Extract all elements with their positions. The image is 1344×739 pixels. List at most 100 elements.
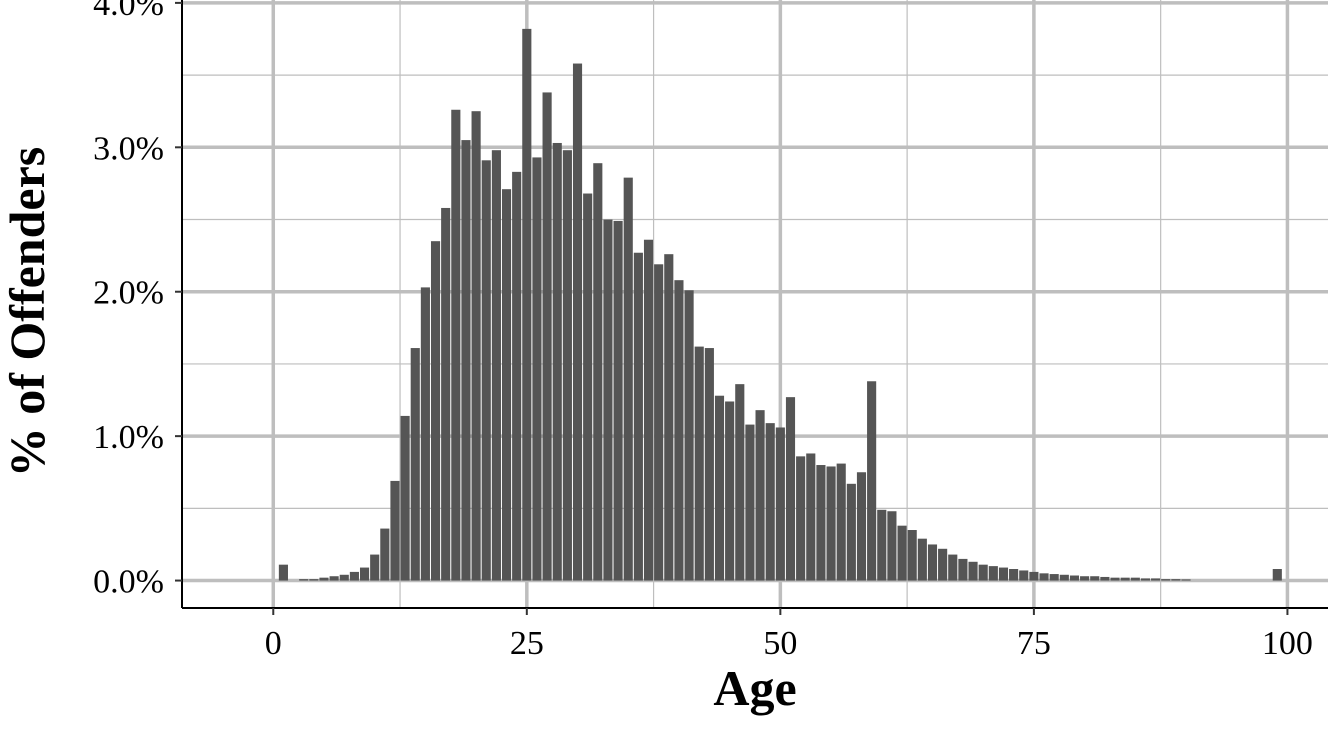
bar — [785, 397, 796, 581]
bar — [593, 163, 603, 581]
bar — [522, 28, 532, 581]
bar — [1181, 579, 1191, 581]
bar — [430, 241, 441, 581]
bar — [420, 287, 430, 581]
y-axis-title: % of Offenders — [0, 147, 55, 478]
bar — [694, 346, 704, 581]
x-tick-label: 0 — [265, 625, 282, 662]
bar — [856, 472, 867, 581]
bar — [846, 483, 856, 581]
bar — [1090, 576, 1100, 581]
bar — [380, 528, 390, 581]
x-tick-label: 25 — [510, 625, 544, 662]
bar — [806, 453, 816, 581]
minor-gridlines — [182, 0, 1328, 608]
bar — [765, 423, 775, 581]
bar — [329, 576, 339, 581]
bar — [1161, 579, 1171, 581]
bar — [796, 456, 806, 581]
bar — [603, 219, 613, 581]
bar — [704, 348, 714, 581]
bar — [877, 509, 887, 581]
bar — [674, 280, 684, 581]
x-tick-label: 50 — [763, 625, 797, 662]
bar — [1130, 577, 1140, 581]
y-tick-label: 3.0% — [93, 130, 164, 167]
bar — [1059, 574, 1069, 581]
bar — [319, 577, 329, 581]
y-tick-label: 1.0% — [93, 419, 164, 456]
bar — [400, 415, 410, 581]
bar — [583, 193, 593, 581]
bar — [897, 525, 907, 581]
bar — [501, 189, 512, 581]
bar — [1039, 573, 1049, 581]
bar — [461, 140, 471, 581]
y-tick-label: 0.0% — [93, 564, 164, 601]
axes — [181, 0, 1328, 609]
bar — [1140, 578, 1151, 581]
x-tick-label: 75 — [1017, 625, 1051, 662]
bar — [552, 142, 562, 581]
bar — [826, 466, 836, 581]
bar — [725, 401, 735, 581]
bar — [1009, 569, 1019, 581]
bar — [745, 424, 755, 581]
bar — [998, 567, 1009, 581]
bar — [938, 548, 948, 581]
bar — [988, 566, 998, 581]
bar — [907, 530, 917, 581]
bar — [299, 579, 309, 581]
bar — [1029, 571, 1039, 581]
bar — [958, 558, 968, 581]
bar — [917, 538, 927, 581]
bar — [1151, 578, 1161, 581]
x-tick-label: 100 — [1262, 625, 1313, 662]
bar — [481, 160, 491, 581]
bar — [562, 150, 572, 581]
bar — [441, 207, 451, 581]
bar — [471, 111, 481, 581]
bar — [359, 567, 370, 581]
bar — [451, 109, 461, 581]
bar — [927, 544, 938, 581]
bar — [410, 348, 420, 581]
bar — [1069, 575, 1080, 581]
bar — [1080, 576, 1090, 581]
bar — [684, 290, 694, 581]
bar — [278, 564, 288, 581]
bar — [664, 254, 674, 581]
bar — [390, 480, 400, 581]
bar — [1049, 574, 1059, 581]
bar — [370, 554, 380, 581]
bar — [1272, 569, 1282, 581]
x-axis-ticks: 0 25 50 75 100 — [265, 608, 1313, 662]
bar — [836, 463, 846, 581]
bar — [339, 574, 349, 581]
bar — [968, 561, 978, 581]
bar — [491, 150, 501, 581]
bar — [532, 157, 542, 581]
bar — [572, 63, 583, 581]
bar — [755, 410, 765, 581]
bar — [714, 395, 725, 581]
bar — [887, 511, 897, 581]
bar — [643, 239, 654, 581]
bar — [1110, 577, 1120, 581]
bar — [1019, 570, 1029, 581]
y-tick-label: 4.0% — [93, 0, 164, 23]
bar — [542, 92, 552, 581]
y-tick-label: 2.0% — [93, 275, 164, 312]
bar — [816, 465, 826, 581]
bar — [1120, 577, 1130, 581]
y-axis-ticks: 0.0% 1.0% 2.0% 3.0% 4.0% — [93, 0, 182, 601]
bar — [633, 252, 643, 581]
bar — [309, 579, 319, 581]
major-gridlines — [182, 0, 1328, 608]
bar — [349, 571, 359, 581]
bar — [1100, 576, 1110, 581]
bar — [735, 384, 745, 581]
bars — [278, 28, 1282, 581]
bar — [1171, 579, 1181, 581]
